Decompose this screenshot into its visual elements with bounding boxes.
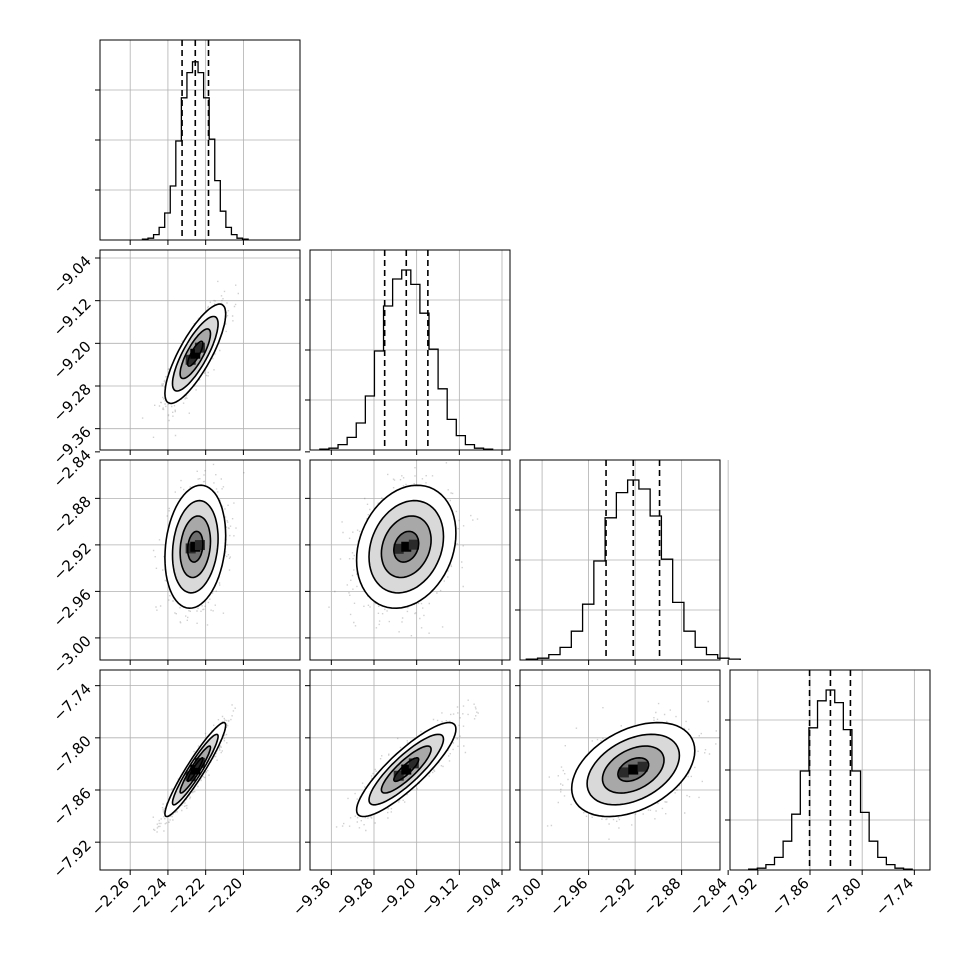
x-tick-label: −2.96 [546, 874, 591, 919]
contour-level-0 [392, 530, 420, 563]
x-tick-label: −2.22 [163, 874, 208, 919]
contour-level-0 [392, 757, 420, 783]
x-tick-label: −7.80 [820, 874, 865, 919]
y-tick-label: −2.88 [50, 492, 95, 537]
panel-frame [519, 459, 721, 661]
scatter-panel-3-2 [519, 669, 721, 871]
x-tick-label: −9.28 [332, 874, 377, 919]
density-peak [194, 540, 205, 551]
contour-level-3 [570, 721, 696, 818]
hist-panel-1 [305, 249, 511, 451]
y-tick-label: −3.00 [50, 632, 95, 677]
x-tick-label: −9.20 [374, 874, 419, 919]
density-peak [401, 541, 412, 552]
panel-frame [519, 669, 721, 871]
x-tick-label: −2.20 [201, 874, 246, 919]
contour-level-3 [355, 484, 457, 610]
contour-level-3 [164, 484, 227, 610]
scatter-panel-2-1 [309, 459, 511, 661]
density-peak [393, 770, 404, 781]
panel-content [546, 700, 720, 840]
density-peak [618, 767, 629, 778]
contour-level-1 [601, 745, 665, 794]
x-tick-label: −7.74 [872, 874, 917, 919]
x-tick-label: −2.24 [126, 874, 171, 919]
density-peak [185, 354, 196, 365]
x-tick-label: −2.26 [88, 874, 133, 919]
contour-level-2 [368, 499, 445, 594]
contour-level-3 [355, 721, 457, 818]
scatter-panel-2-0 [99, 459, 301, 661]
x-tick-label: −3.00 [500, 874, 545, 919]
density-peak [185, 771, 196, 782]
density-peak [194, 757, 205, 768]
panel-frame [729, 669, 931, 871]
y-tick-label: −9.20 [50, 337, 95, 382]
scatter-panel-3-1 [309, 669, 511, 871]
contour-level-0 [617, 756, 650, 783]
y-tick-label: −9.12 [50, 295, 95, 340]
y-tick-label: −7.92 [50, 836, 95, 881]
panel-frame [309, 459, 511, 661]
y-tick-label: −9.28 [50, 380, 95, 425]
contour-level-1 [179, 515, 212, 579]
contour-level-0 [186, 340, 204, 367]
contour-level-1 [380, 515, 432, 579]
y-tick-label: −9.04 [50, 252, 95, 297]
panel-content [152, 704, 236, 833]
panel-frame [99, 39, 301, 241]
density-peak [408, 539, 419, 550]
contour-level-0 [186, 757, 204, 783]
density-peak [401, 764, 412, 775]
panel-frame [99, 669, 301, 871]
x-tick-label: −7.86 [768, 874, 813, 919]
panel-frame [309, 249, 511, 451]
density-peak [190, 348, 201, 359]
density-peak [637, 761, 648, 772]
scatter-panel-1-0 [99, 249, 301, 451]
hist-panel-0 [95, 39, 301, 241]
panel-content [152, 463, 245, 626]
y-tick-label: −7.80 [50, 732, 95, 777]
panel-content [141, 280, 239, 438]
y-tick-label: −2.92 [50, 539, 95, 584]
y-tick-label: −2.96 [50, 585, 95, 630]
contour-level-2 [586, 733, 681, 806]
contour-level-1 [179, 328, 212, 380]
contour-level-1 [179, 745, 212, 794]
contour-level-2 [368, 733, 445, 806]
contour-level-3 [164, 721, 227, 818]
contour-level-1 [380, 745, 432, 794]
density-peak [628, 764, 639, 775]
scatter-panel-3-0 [99, 669, 301, 871]
contour-level-2 [171, 499, 219, 594]
x-tick-label: −2.88 [639, 874, 684, 919]
x-tick-label: −9.04 [460, 874, 505, 919]
contour-level-0 [186, 530, 204, 563]
hist-panel-3 [725, 669, 931, 871]
panel-content [335, 699, 479, 832]
contour-level-3 [164, 303, 227, 405]
density-peak [408, 758, 419, 769]
y-tick-label: −7.86 [50, 784, 95, 829]
panel-frame [99, 249, 301, 451]
hist-panel-2 [515, 459, 741, 661]
y-tick-label: −7.74 [50, 680, 95, 725]
contour-level-2 [171, 315, 219, 392]
density-peak [194, 342, 205, 353]
density-peak [393, 543, 404, 554]
contour-level-2 [171, 733, 219, 806]
x-tick-label: −9.12 [417, 874, 462, 919]
panel-content [328, 462, 479, 637]
x-tick-label: −2.92 [593, 874, 638, 919]
x-tick-label: −9.36 [289, 874, 334, 919]
panel-frame [99, 459, 301, 661]
panel-frame [309, 669, 511, 871]
density-peak [190, 764, 201, 775]
